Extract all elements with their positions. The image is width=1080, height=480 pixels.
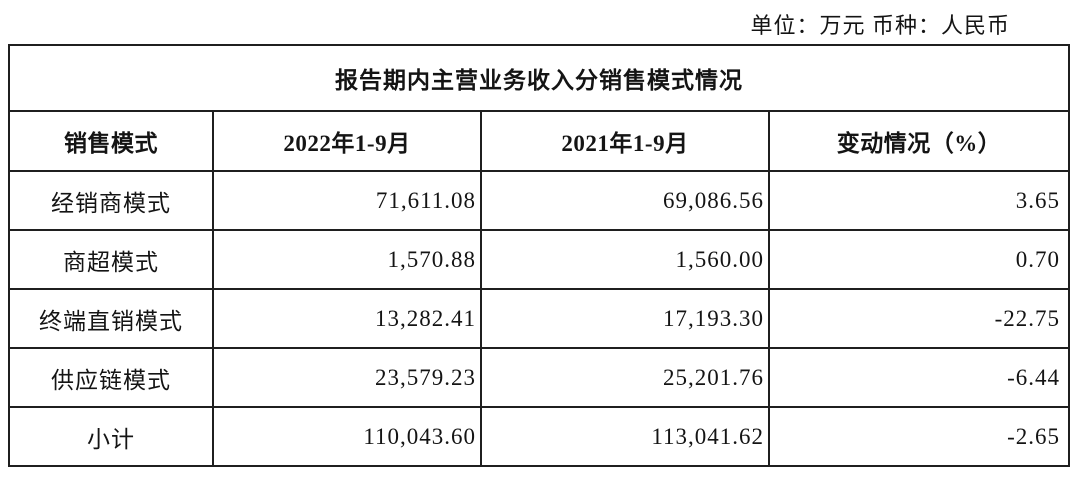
table-title-row: 报告期内主营业务收入分销售模式情况 [8, 44, 1070, 112]
cell-change-value: -6.44 [768, 347, 1070, 408]
cell-2022-value: 1,570.88 [212, 229, 482, 290]
table-header-row: 销售模式 2022年1-9月 2021年1-9月 变动情况（%） [8, 110, 1070, 172]
cell-2021-value: 17,193.30 [480, 288, 770, 349]
table-title: 报告期内主营业务收入分销售模式情况 [8, 44, 1070, 112]
cell-model: 小计 [8, 406, 214, 467]
table-row: 商超模式 1,570.88 1,560.00 0.70 [8, 229, 1070, 290]
cell-2021-value: 69,086.56 [480, 170, 770, 231]
column-header-2022: 2022年1-9月 [212, 110, 482, 172]
cell-2022-value: 23,579.23 [212, 347, 482, 408]
cell-model: 商超模式 [8, 229, 214, 290]
sales-model-revenue-table: 报告期内主营业务收入分销售模式情况 销售模式 2022年1-9月 2021年1-… [8, 44, 1070, 467]
cell-change-value: 0.70 [768, 229, 1070, 290]
cell-2022-value: 71,611.08 [212, 170, 482, 231]
cell-2021-value: 1,560.00 [480, 229, 770, 290]
cell-2021-value: 113,041.62 [480, 406, 770, 467]
column-header-change: 变动情况（%） [768, 110, 1070, 172]
table-row-subtotal: 小计 110,043.60 113,041.62 -2.65 [8, 406, 1070, 467]
cell-change-value: -22.75 [768, 288, 1070, 349]
cell-2021-value: 25,201.76 [480, 347, 770, 408]
cell-model: 终端直销模式 [8, 288, 214, 349]
cell-change-value: -2.65 [768, 406, 1070, 467]
table-row: 终端直销模式 13,282.41 17,193.30 -22.75 [8, 288, 1070, 349]
cell-2022-value: 110,043.60 [212, 406, 482, 467]
cell-change-value: 3.65 [768, 170, 1070, 231]
table-row: 经销商模式 71,611.08 69,086.56 3.65 [8, 170, 1070, 231]
cell-model: 经销商模式 [8, 170, 214, 231]
column-header-sales-model: 销售模式 [8, 110, 214, 172]
table-row: 供应链模式 23,579.23 25,201.76 -6.44 [8, 347, 1070, 408]
column-header-2021: 2021年1-9月 [480, 110, 770, 172]
cell-2022-value: 13,282.41 [212, 288, 482, 349]
unit-currency-note: 单位：万元 币种：人民币 [750, 13, 1010, 38]
cell-model: 供应链模式 [8, 347, 214, 408]
